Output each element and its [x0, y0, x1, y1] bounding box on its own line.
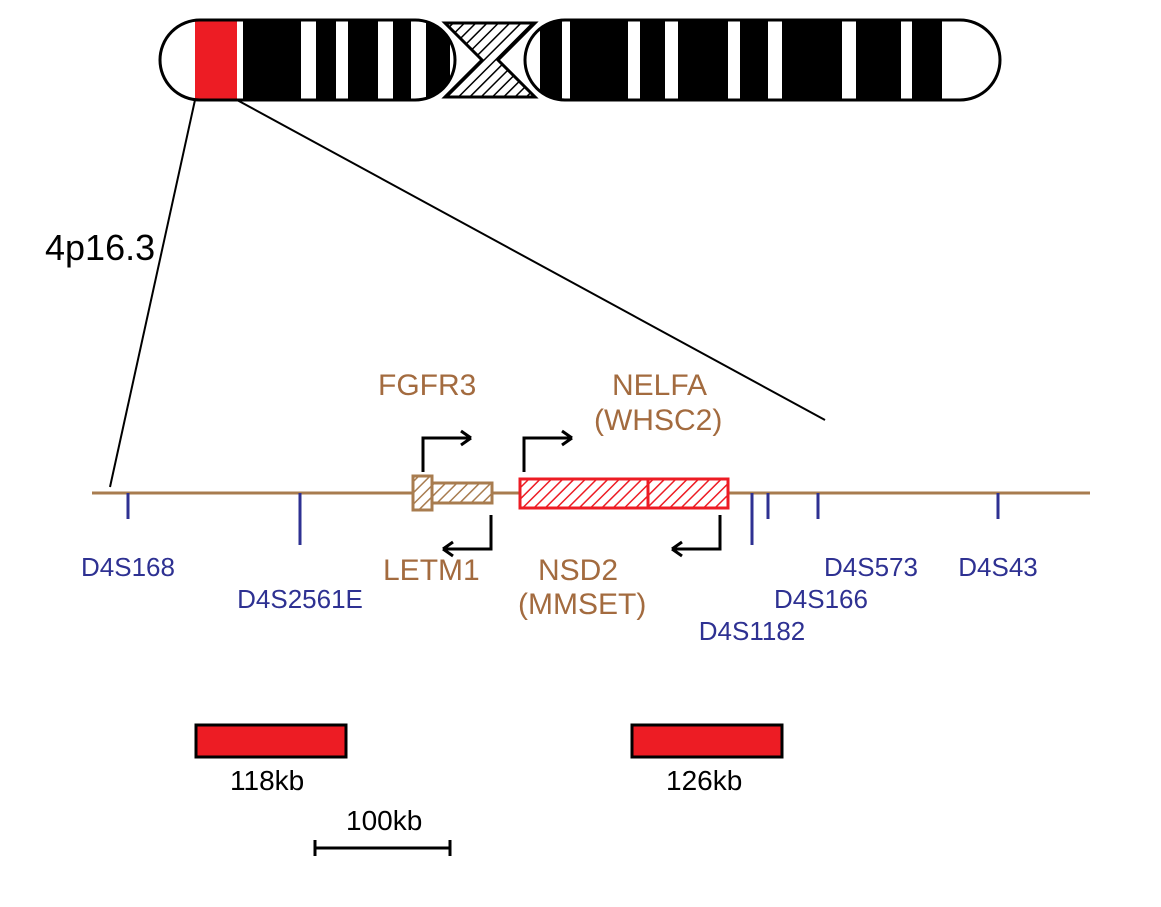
- chromosome-band: [570, 20, 628, 100]
- chromosome-band: [740, 20, 768, 100]
- chromosome-band: [195, 20, 237, 100]
- transcription-arrow: [423, 431, 471, 472]
- chromosome-band: [782, 20, 842, 100]
- gene-label: (MMSET): [518, 588, 646, 621]
- transcription-arrow: [524, 431, 572, 472]
- chromosome-band: [348, 20, 378, 100]
- chromosome-band: [856, 20, 901, 100]
- gene-label: NSD2: [538, 554, 618, 587]
- marker-label: D4S168: [81, 552, 175, 582]
- zoom-line-left: [110, 100, 195, 487]
- chromosome-band: [243, 20, 301, 100]
- chromosome-band: [678, 20, 728, 100]
- chromosome-band: [912, 20, 942, 100]
- scale-bar-label: 100kb: [346, 805, 422, 836]
- gene-box-nsd2: [520, 479, 648, 508]
- probe-label: 118kb: [230, 765, 304, 796]
- centromere: [445, 23, 535, 97]
- chromosome-band: [640, 20, 665, 100]
- gene-label: NELFA: [612, 369, 707, 402]
- gene-label: (WHSC2): [594, 404, 722, 437]
- transcription-arrow: [672, 515, 720, 556]
- marker-label: D4S573: [824, 552, 918, 582]
- marker-label: D4S43: [958, 552, 1038, 582]
- probe-box: [196, 725, 346, 757]
- gene-label: LETM1: [383, 554, 480, 587]
- gene-box-fgfr3: [413, 476, 432, 510]
- gene-box-nelfa: [648, 479, 728, 508]
- probe-box: [632, 725, 782, 757]
- chromosome-ideogram: [160, 20, 1000, 100]
- marker-label: D4S166: [774, 584, 868, 614]
- gene-box-letm1: [432, 483, 492, 503]
- gene-label: FGFR3: [378, 369, 476, 402]
- chromosome-band: [393, 20, 411, 100]
- chromosome-band: [316, 20, 336, 100]
- locus-label: 4p16.3: [45, 227, 155, 268]
- marker-label: D4S1182: [699, 616, 806, 646]
- chromosome-band: [426, 20, 450, 100]
- marker-label: D4S2561E: [237, 584, 363, 614]
- chromosome-band: [540, 20, 562, 100]
- zoom-line-right: [237, 100, 825, 420]
- transcription-arrow: [443, 515, 491, 556]
- probe-label: 126kb: [666, 765, 742, 796]
- scale-bar: [315, 840, 450, 856]
